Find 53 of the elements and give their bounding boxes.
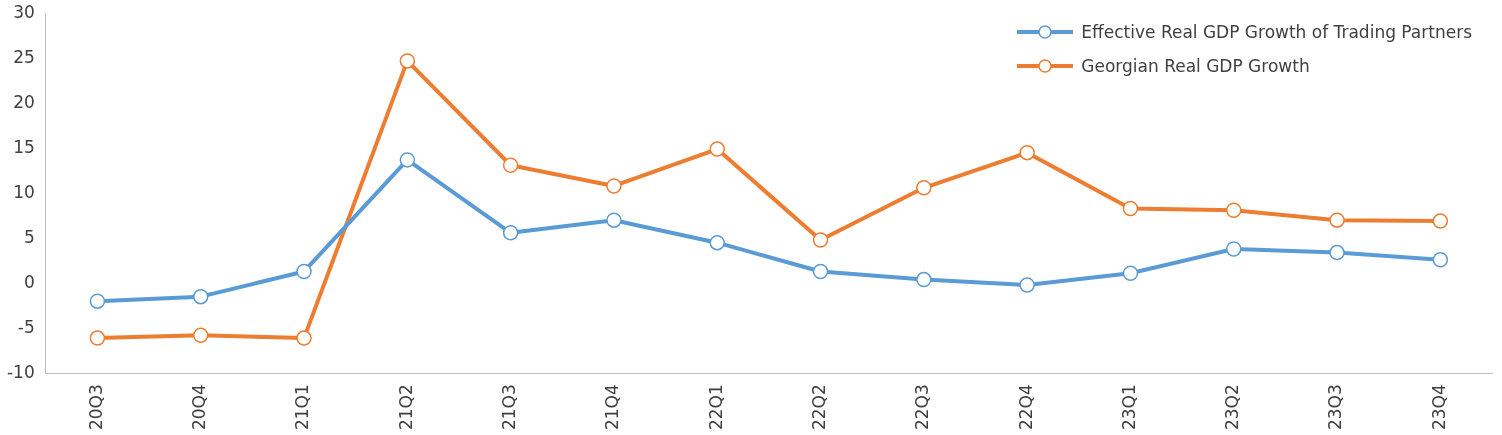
point — [812, 232, 829, 248]
y-tick-label: 25 — [13, 46, 35, 67]
legend-label: Georgian Real GDP Growth — [1081, 56, 1310, 76]
point — [709, 234, 725, 251]
point — [192, 288, 209, 305]
point — [1225, 241, 1242, 257]
y-tick-label: 20 — [13, 91, 35, 112]
point — [1019, 277, 1035, 293]
point — [1329, 212, 1345, 228]
x-tick-label: 21Q2 — [395, 384, 416, 431]
x-tick-label: 22Q4 — [1015, 384, 1036, 431]
point — [1122, 265, 1139, 282]
y-tick-label: -5 — [17, 316, 35, 337]
point — [1225, 202, 1242, 219]
y-tick-label: 30 — [13, 1, 35, 22]
x-tick-label: 22Q2 — [808, 384, 829, 431]
point — [399, 53, 416, 69]
point — [1122, 200, 1139, 217]
point — [1019, 144, 1035, 161]
point — [399, 152, 416, 168]
x-tick-label: 22Q3 — [912, 384, 933, 431]
y-tick-label: 15 — [13, 136, 35, 157]
legend-label: Effective Real GDP Growth of Trading Partners — [1081, 22, 1472, 42]
point — [1432, 252, 1449, 268]
y-tick-label: 5 — [23, 226, 35, 247]
point — [192, 327, 209, 344]
x-tick-label: 23Q4 — [1428, 384, 1449, 431]
y-tick-label: 10 — [13, 181, 35, 202]
x-tick-label: 22Q1 — [705, 384, 726, 431]
y-tick-label: 0 — [23, 271, 35, 292]
point — [916, 180, 932, 196]
point — [916, 271, 932, 288]
x-tick-label: 21Q4 — [602, 384, 623, 431]
point — [1329, 244, 1345, 261]
point — [502, 225, 519, 241]
point — [89, 330, 106, 346]
x-tick-label: 23Q1 — [1118, 384, 1139, 431]
y-tick-label: -10 — [6, 361, 35, 382]
point — [709, 141, 725, 157]
point — [296, 330, 312, 346]
x-tick-label: 20Q3 — [85, 384, 106, 431]
point — [606, 178, 622, 194]
point — [296, 263, 312, 280]
x-tick-label: 23Q3 — [1325, 384, 1346, 431]
x-tick-label: 21Q3 — [499, 384, 520, 431]
point — [812, 263, 829, 280]
point — [1432, 213, 1449, 229]
x-tick-label: 20Q4 — [189, 384, 210, 431]
point — [606, 212, 622, 228]
x-tick-label: 21Q1 — [292, 384, 313, 431]
point — [89, 293, 106, 309]
x-tick-label: 23Q2 — [1222, 384, 1243, 431]
point — [502, 157, 519, 174]
